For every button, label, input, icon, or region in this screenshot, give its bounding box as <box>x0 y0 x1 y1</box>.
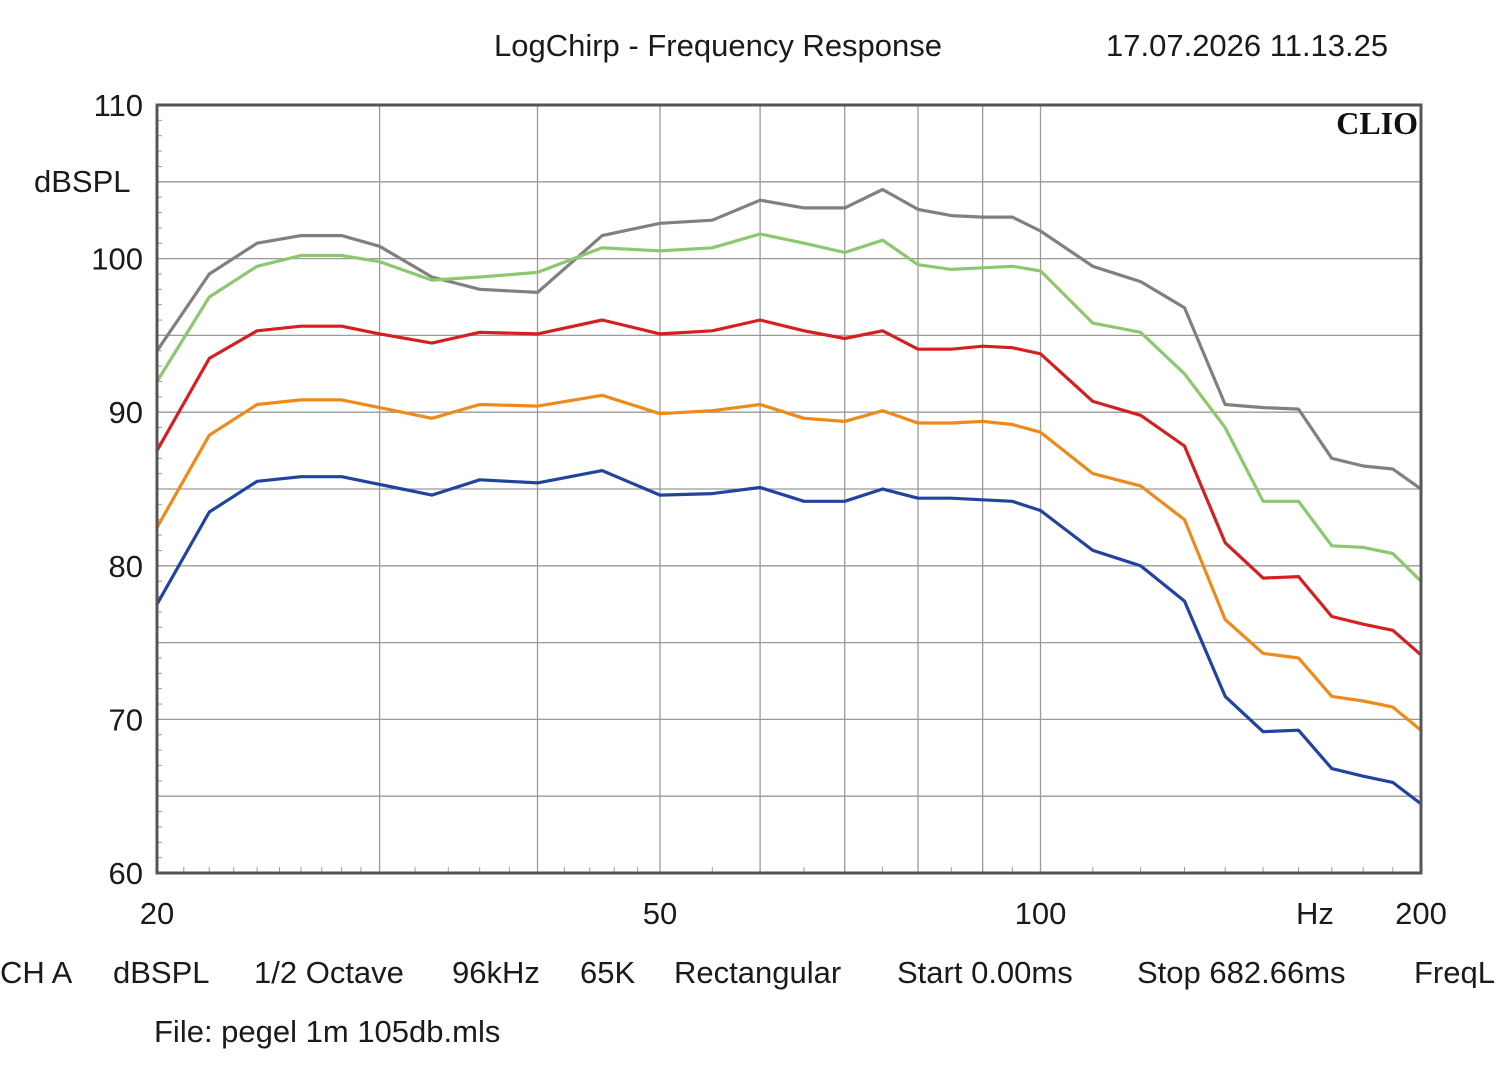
footer-sample-rate: 96kHz <box>452 955 540 990</box>
footer-smoothing: 1/2 Octave <box>254 955 404 990</box>
series-line-4 <box>155 393 1423 732</box>
clio-logo: CLIO <box>1336 105 1418 141</box>
chart-title: LogChirp - Frequency Response <box>494 28 943 63</box>
y-tick-label: 60 <box>109 856 143 891</box>
timestamp: 17.07.2026 11.13.25 <box>1106 28 1389 63</box>
series-line-2 <box>155 232 1423 583</box>
footer-window: Rectangular <box>674 955 842 990</box>
y-tick-label: 70 <box>109 702 143 737</box>
x-tick-label: 200 <box>1395 896 1447 931</box>
x-tick-label: 20 <box>140 896 174 931</box>
series-line-5 <box>155 469 1423 806</box>
x-axis-unit-label: Hz <box>1296 896 1334 931</box>
file-name: File: pegel 1m 105db.mls <box>154 1014 501 1049</box>
y-tick-label: 110 <box>94 88 143 123</box>
y-axis-unit-label: dBSPL <box>34 164 131 199</box>
series-lines <box>155 187 1423 806</box>
series-line-3 <box>155 318 1423 657</box>
footer-size: 65K <box>580 955 636 990</box>
footer-freq: FreqL <box>1414 957 1495 988</box>
x-tick-label: 100 <box>1015 896 1067 931</box>
grid <box>156 104 1422 874</box>
footer-channel: CH A <box>0 955 73 990</box>
y-tick-label: 80 <box>109 549 143 584</box>
y-tick-label: 100 <box>91 242 143 277</box>
plot-frame <box>155 103 1423 875</box>
y-tick-label: 90 <box>109 395 143 430</box>
footer-start: Start 0.00ms <box>897 955 1073 990</box>
footer-unit: dBSPL <box>113 955 210 990</box>
series-line-1 <box>155 187 1423 491</box>
footer-stop: Stop 682.66ms <box>1137 955 1346 990</box>
tick-labels: 60 70 80 90 100 110 20 50 100 200 <box>91 88 1447 931</box>
x-tick-label: 50 <box>643 896 677 931</box>
